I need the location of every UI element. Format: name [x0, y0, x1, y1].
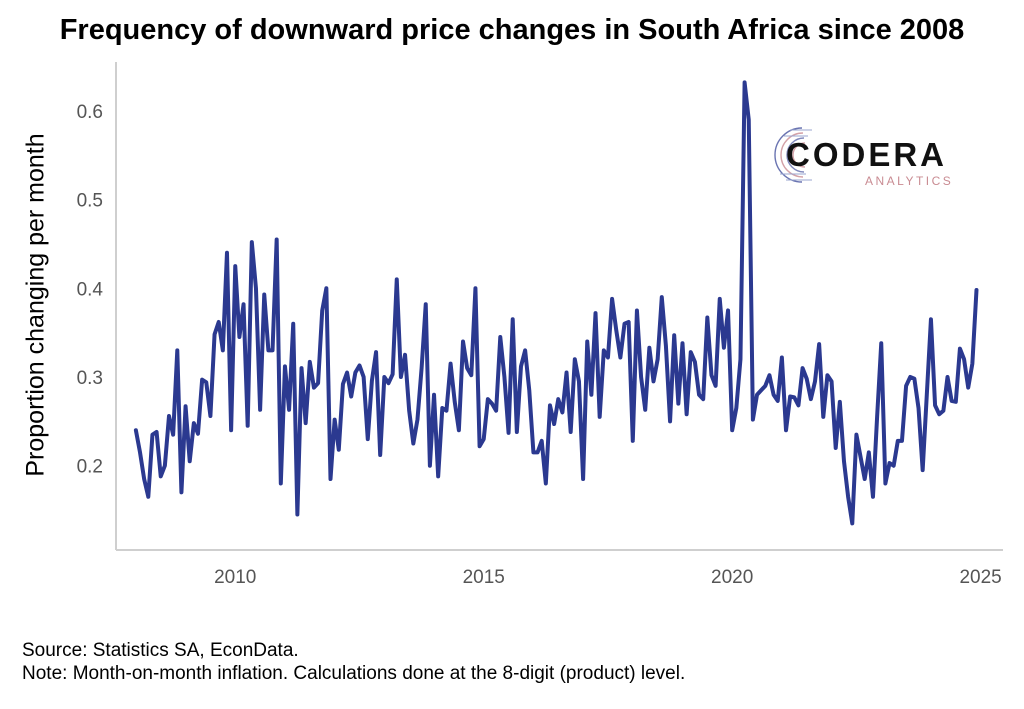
source-text: Source: Statistics SA, EconData. — [22, 640, 299, 661]
logo-subtitle: ANALYTICS — [865, 174, 954, 188]
axes — [115, 62, 1003, 551]
series-line — [133, 80, 979, 526]
codera-logo: CODERA ANALYTICS — [772, 122, 972, 188]
y-tick-label: 0.3 — [77, 368, 103, 389]
source-note-block: Source: Statistics SA, EconData. Note: M… — [22, 639, 685, 685]
x-tick-label: 2020 — [711, 567, 753, 588]
y-tick-label: 0.2 — [77, 457, 103, 478]
x-tick-label: 2025 — [959, 567, 1001, 588]
tick-labels: 0.2 0.3 0.4 0.5 0.6 2010 2015 2020 2025 — [77, 102, 1002, 588]
codera-logo-mark-icon — [774, 127, 812, 183]
chart-title: Frequency of downward price changes in S… — [59, 14, 965, 46]
x-tick-label: 2015 — [463, 567, 505, 588]
logo-wordmark: CODERA — [786, 136, 948, 173]
x-tick-label: 2010 — [214, 567, 256, 588]
y-tick-label: 0.5 — [77, 191, 103, 212]
y-tick-label: 0.4 — [77, 279, 104, 300]
y-tick-label: 0.6 — [77, 102, 103, 123]
note-text: Note: Month-on-month inflation. Calculat… — [22, 663, 686, 684]
series-group — [133, 80, 979, 526]
